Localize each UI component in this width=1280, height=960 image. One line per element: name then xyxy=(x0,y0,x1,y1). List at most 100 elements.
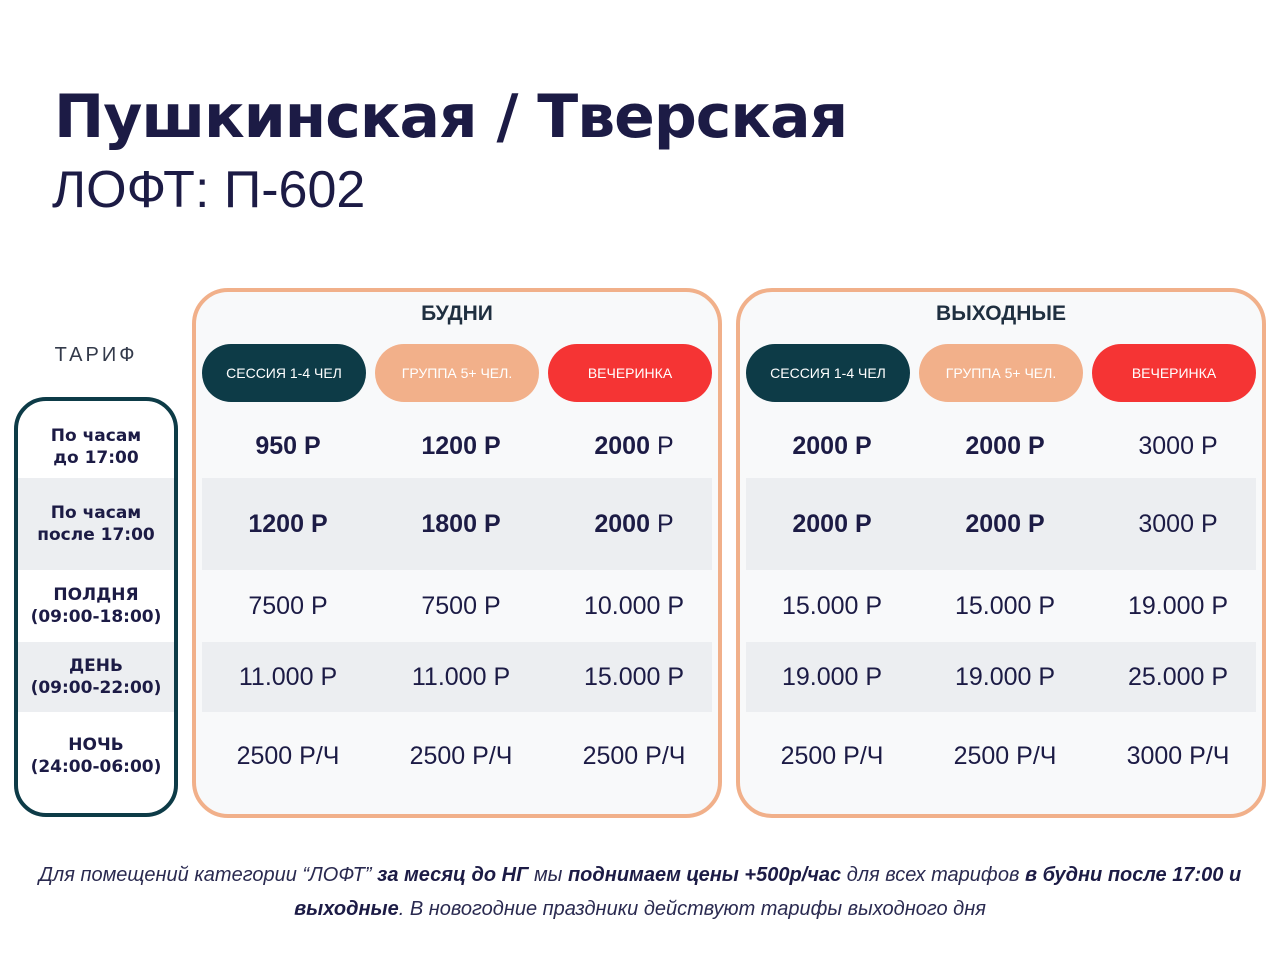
tariff-row-label: ДЕНЬ (09:00-22:00) xyxy=(18,642,174,712)
price-value: 3000 xyxy=(1126,741,1183,770)
price-value: 15.000 xyxy=(954,591,1032,620)
tariff-row-label: НОЧЬ (24:00-06:00) xyxy=(30,735,162,777)
price-value: 19.000 xyxy=(781,662,859,691)
price-cell: 3000 Р/Ч xyxy=(1092,712,1262,800)
price-value: 1200 xyxy=(248,509,304,538)
panel-title: БУДНИ xyxy=(421,302,493,325)
price-value: 15.000 xyxy=(583,662,661,691)
price-value: 3000 xyxy=(1138,509,1194,538)
price-value: 2000 xyxy=(965,509,1021,538)
price-cell: 3000 Р xyxy=(1092,478,1262,570)
price-unit: Р xyxy=(1200,509,1218,538)
price-value: 1800 xyxy=(421,509,477,538)
price-row: 7500 Р 7500 Р 10.000 Р xyxy=(202,570,712,642)
price-unit: Р/Ч xyxy=(1016,741,1057,770)
price-value: 2500 xyxy=(780,741,837,770)
price-unit: Р xyxy=(1200,432,1218,460)
price-cell: 1200 Р xyxy=(375,415,547,478)
price-unit: Р xyxy=(483,509,501,538)
price-cell: 15.000 Р xyxy=(548,642,718,712)
price-cell: 2000 Р xyxy=(548,415,718,478)
price-row: 2500 Р/Ч 2500 Р/Ч 2500 Р/Ч xyxy=(202,712,712,800)
column-header-pill: ВЕЧЕРИНКА xyxy=(548,344,712,402)
price-cell: 7500 Р xyxy=(375,570,547,642)
price-value: 11.000 xyxy=(411,662,487,691)
price-value: 25.000 xyxy=(1127,662,1205,691)
price-value: 950 xyxy=(255,432,298,460)
price-value: 19.000 xyxy=(954,662,1032,691)
price-unit: Р/Ч xyxy=(299,741,340,770)
price-value: 15.000 xyxy=(781,591,859,620)
weekdays-panel: БУДНИ СЕССИЯ 1-4 ЧЕЛ ГРУППА 5+ ЧЕЛ. ВЕЧЕРИН… xyxy=(192,288,722,818)
price-value: 3000 xyxy=(1138,432,1194,460)
price-row: 2000 Р 2000 Р 3000 Р xyxy=(746,415,1256,478)
price-unit: Р xyxy=(667,591,685,620)
price-value: 7500 xyxy=(421,591,477,620)
price-cell: 1800 Р xyxy=(375,478,547,570)
price-row: 950 Р 1200 Р 2000 Р xyxy=(202,415,712,478)
price-value: 2000 xyxy=(792,509,848,538)
price-cell: 2000 Р xyxy=(746,478,918,570)
price-value: 2500 xyxy=(409,741,466,770)
price-unit: Р xyxy=(310,591,328,620)
price-cell: 19.000 Р xyxy=(1092,570,1262,642)
column-header-pill: СЕССИЯ 1-4 ЧЕЛ xyxy=(746,344,910,402)
footer-segment: в будни после 17:00 и выходные xyxy=(294,864,1242,920)
price-unit: Р xyxy=(1027,432,1045,460)
price-cell: 3000 Р xyxy=(1092,415,1262,478)
price-cell: 2500 Р/Ч xyxy=(202,712,374,800)
tariff-row-label: По часам до 17:00 xyxy=(50,425,142,468)
price-unit: Р xyxy=(483,591,501,620)
price-unit: Р xyxy=(667,662,685,691)
price-cell: 19.000 Р xyxy=(919,642,1091,712)
price-cell: 11.000 Р xyxy=(202,642,374,712)
price-cell: 2000 Р xyxy=(746,415,918,478)
price-unit: Р xyxy=(1211,662,1229,691)
price-unit: Р/Ч xyxy=(1189,741,1230,770)
price-value: 11.000 xyxy=(238,662,314,691)
price-cell: 15.000 Р xyxy=(746,570,918,642)
price-value: 19.000 xyxy=(1127,591,1205,620)
column-header-pill: СЕССИЯ 1-4 ЧЕЛ xyxy=(202,344,366,402)
price-unit: Р xyxy=(865,591,883,620)
price-row: 11.000 Р 11.000 Р 15.000 Р xyxy=(202,642,712,712)
price-unit: Р xyxy=(1211,591,1229,620)
price-cell: 10.000 Р xyxy=(548,570,718,642)
price-cell: 2000 Р xyxy=(919,478,1091,570)
price-unit: Р xyxy=(1038,662,1056,691)
price-value: 7500 xyxy=(248,591,304,620)
price-row: 2000 Р 2000 Р 3000 Р xyxy=(746,478,1256,570)
price-cell: 11.000 Р xyxy=(375,642,547,712)
price-unit: Р/Ч xyxy=(472,741,513,770)
price-unit: Р/Ч xyxy=(843,741,884,770)
price-row: 15.000 Р 15.000 Р 19.000 Р xyxy=(746,570,1256,642)
price-unit: Р/Ч xyxy=(645,741,686,770)
price-cell: 19.000 Р xyxy=(746,642,918,712)
price-row: 19.000 Р 19.000 Р 25.000 Р xyxy=(746,642,1256,712)
page-subtitle: ЛОФТ: П-602 xyxy=(52,161,366,219)
price-cell: 25.000 Р xyxy=(1092,642,1262,712)
price-unit: Р xyxy=(854,432,872,460)
price-unit: Р xyxy=(303,432,321,460)
price-value: 10.000 xyxy=(583,591,661,620)
price-unit: Р xyxy=(656,509,674,538)
price-value: 2000 xyxy=(594,432,650,460)
column-header-pill: ВЕЧЕРИНКА xyxy=(1092,344,1256,402)
tariff-column: По часам до 17:00 По часам после 17:00 ПОЛ… xyxy=(14,397,178,817)
price-row: 2500 Р/Ч 2500 Р/Ч 3000 Р/Ч xyxy=(746,712,1256,800)
price-cell: 950 Р xyxy=(202,415,374,478)
price-value: 1200 xyxy=(421,432,477,460)
price-cell: 7500 Р xyxy=(202,570,374,642)
price-value: 2000 xyxy=(965,432,1021,460)
price-cell: 2500 Р/Ч xyxy=(919,712,1091,800)
price-cell: 1200 Р xyxy=(202,478,374,570)
tariff-row-label: По часам после 17:00 xyxy=(18,478,174,570)
price-unit: Р xyxy=(854,509,872,538)
price-unit: Р xyxy=(493,662,511,691)
tariff-row-label: ПОЛДНЯ (09:00-18:00) xyxy=(30,585,162,627)
column-header-pill: ГРУППА 5+ ЧЕЛ. xyxy=(375,344,539,402)
price-unit: Р xyxy=(1038,591,1056,620)
footer-segment: поднимаем цены +500р/час xyxy=(567,864,842,886)
price-unit: Р xyxy=(865,662,883,691)
price-cell: 2000 Р xyxy=(919,415,1091,478)
